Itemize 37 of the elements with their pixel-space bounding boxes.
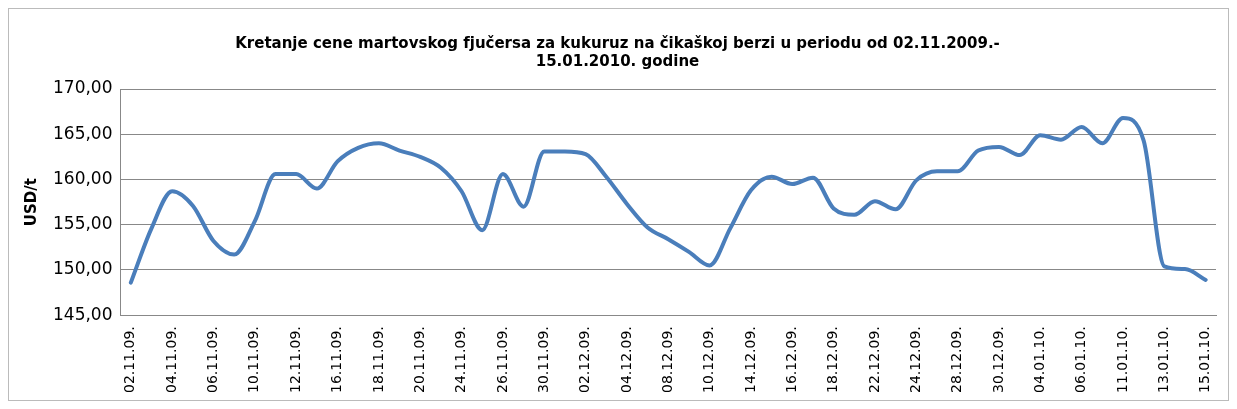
x-tick-label: 02.12.09. <box>576 326 593 393</box>
y-tick-label: 170,00 <box>53 77 113 98</box>
x-tick-label: 30.11.09. <box>534 326 551 393</box>
x-tick-label: 12.11.09. <box>286 326 303 393</box>
x-tick-label: 30.12.09. <box>989 326 1006 393</box>
y-tick-label: 145,00 <box>53 303 113 324</box>
y-tick-label: 150,00 <box>53 258 113 279</box>
x-tick-label: 16.12.09. <box>782 326 799 393</box>
x-tick-label: 18.12.09. <box>824 326 841 393</box>
x-tick-label: 28.12.09. <box>948 326 965 393</box>
x-tick-label: 10.12.09. <box>700 326 717 393</box>
x-tick-label: 04.01.10. <box>1030 326 1047 393</box>
x-tick-label: 04.12.09. <box>617 326 634 393</box>
x-tick-label: 24.12.09. <box>906 326 923 393</box>
x-tick-label: 06.01.10. <box>1072 326 1089 393</box>
y-axis-title: USD/t <box>21 178 40 227</box>
x-tick-label: 08.12.09. <box>658 326 675 393</box>
y-tick-label: 165,00 <box>53 122 113 143</box>
x-tick-label: 24.11.09. <box>452 326 469 393</box>
x-tick-label: 11.01.10. <box>1113 326 1130 393</box>
x-tick-label: 16.11.09. <box>328 326 345 393</box>
y-tick-label: 160,00 <box>53 167 113 188</box>
text: 15.01.2010. godine <box>535 51 700 70</box>
x-tick-label: 18.11.09. <box>369 326 386 393</box>
x-tick-label: 13.01.10. <box>1154 326 1171 393</box>
x-tick-label: 06.11.09. <box>204 326 221 393</box>
y-tick-label: 155,00 <box>53 213 113 234</box>
text: Kretanje cene martovskog fjučersa za kukuruz na čikaškoj berzi u periodu od 02.11.2009.- <box>235 33 1000 52</box>
x-tick-label: 14.12.09. <box>741 326 758 393</box>
x-tick-label: 04.11.09. <box>162 326 179 393</box>
x-tick-label: 20.11.09. <box>410 326 427 393</box>
x-tick-label: 15.01.10. <box>1196 326 1213 393</box>
x-tick-label: 02.11.09. <box>121 326 138 393</box>
x-tick-label: 22.12.09. <box>865 326 882 393</box>
x-tick-label: 10.11.09. <box>245 326 262 393</box>
x-tick-label: 26.11.09. <box>493 326 510 393</box>
line-series <box>128 115 1208 285</box>
